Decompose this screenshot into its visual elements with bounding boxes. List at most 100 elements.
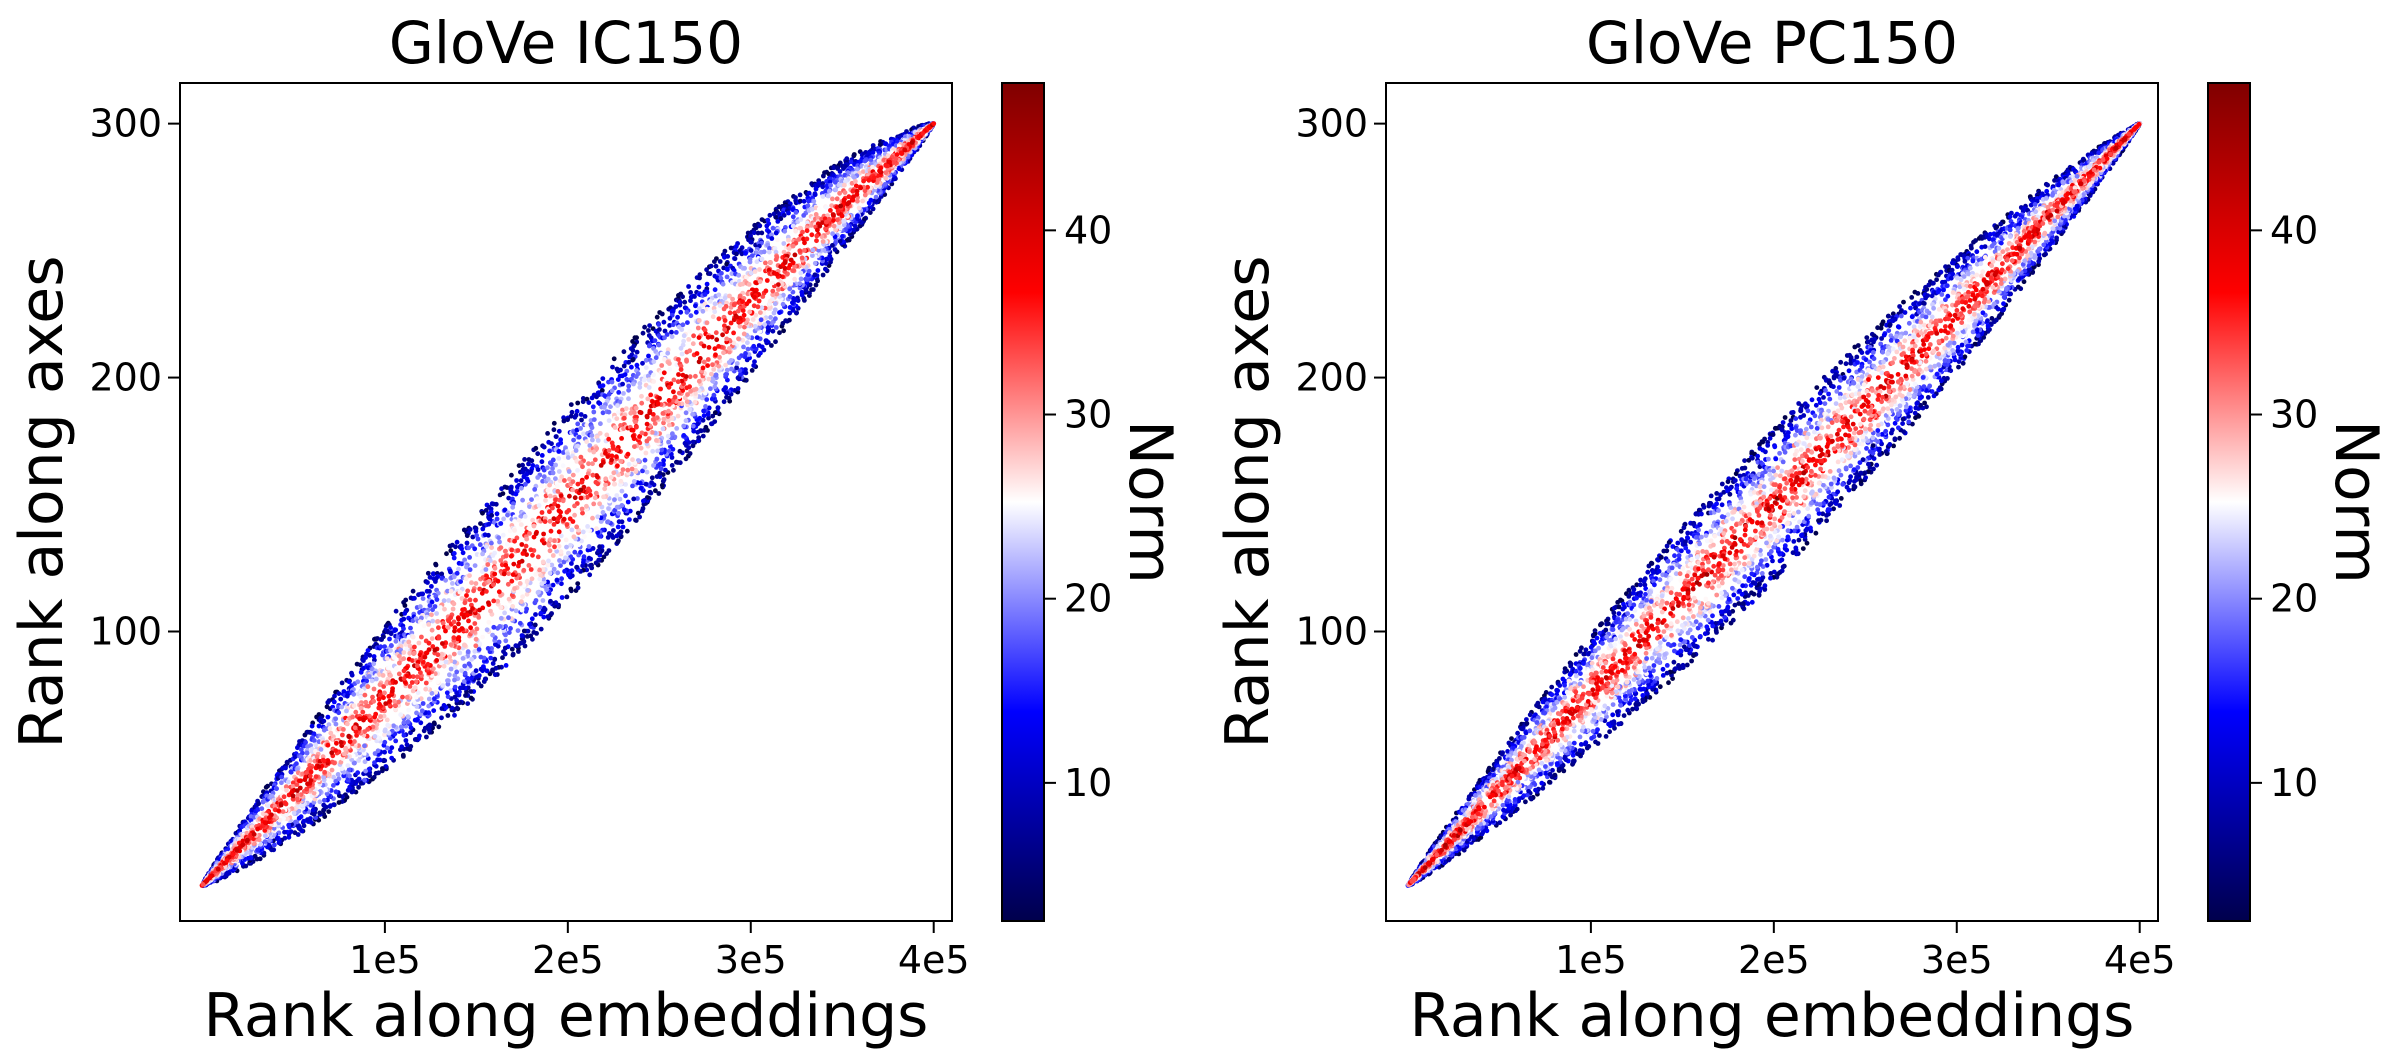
scatter-point (731, 330, 736, 336)
scatter-point (780, 301, 786, 307)
scatter-point (673, 330, 679, 335)
scatter-point (615, 403, 620, 408)
scatter-point (746, 282, 752, 287)
scatter-point (408, 725, 414, 731)
scatter-point (345, 763, 351, 768)
scatter-point (533, 565, 538, 571)
scatter-point (362, 777, 367, 783)
scatter-point (578, 412, 584, 417)
scatter-point (584, 503, 589, 509)
scatter-point (758, 350, 763, 356)
scatter-point (540, 559, 546, 565)
scatter-point (466, 545, 471, 551)
scatter-point (798, 217, 804, 223)
scatter-point (378, 644, 384, 650)
scatter-point (539, 538, 545, 543)
scatter-point (721, 350, 726, 356)
scatter-point (775, 237, 780, 243)
scatter-point (581, 431, 586, 437)
scatter-point (651, 372, 656, 378)
scatter-point (529, 497, 534, 502)
scatter-point (291, 810, 297, 816)
scatter-point (620, 467, 626, 472)
scatter-point (724, 261, 730, 267)
scatter-point (590, 515, 595, 521)
scatter-point (407, 650, 413, 656)
scatter-point (426, 727, 432, 733)
scatter-point (496, 589, 502, 595)
scatter-point (513, 643, 519, 649)
scatter-point (685, 392, 690, 397)
scatter-point (282, 829, 287, 835)
scatter-point (812, 272, 818, 278)
scatter-point (448, 588, 454, 594)
scatter-point (508, 553, 514, 559)
scatter-point (773, 230, 779, 236)
scatter-point (225, 870, 231, 876)
scatter-point (741, 331, 747, 337)
scatter-point (286, 822, 292, 828)
scatter-point (678, 367, 684, 372)
scatter-point (393, 638, 399, 644)
scatter-point (801, 213, 807, 218)
scatter-point (473, 668, 479, 674)
scatter-point (697, 275, 702, 281)
scatter-point (654, 474, 660, 479)
scatter-point (646, 353, 651, 359)
scatter-point (505, 581, 511, 587)
scatter-point (648, 392, 654, 398)
scatter-point (518, 522, 524, 527)
scatter-point (452, 677, 457, 683)
scatter-point (328, 803, 333, 808)
scatter-point (606, 506, 611, 511)
scatter-point (703, 404, 708, 409)
scatter-point (434, 658, 440, 663)
scatter-point (609, 379, 615, 385)
scatter-point (553, 476, 558, 482)
scatter-point (401, 650, 407, 655)
scatter-point (456, 616, 461, 622)
scatter-point (646, 385, 652, 390)
scatter-point (533, 445, 539, 451)
scatter-point (693, 309, 699, 315)
scatter-point (640, 506, 646, 511)
scatter-point (830, 196, 835, 202)
scatter-point (333, 789, 339, 795)
scatter-point (494, 516, 500, 522)
scatter-point (430, 607, 435, 613)
scatter-point (336, 710, 342, 716)
scatter-point (517, 620, 523, 626)
scatter-point (464, 540, 470, 546)
scatter-point (601, 554, 607, 560)
scatter-point (274, 836, 280, 841)
scatter-point (447, 672, 452, 678)
scatter-point (653, 488, 658, 494)
scatter-point (717, 259, 723, 264)
scatter-point (305, 781, 310, 787)
scatter-point (358, 669, 364, 675)
scatter-point (605, 519, 610, 525)
scatter-point (521, 628, 527, 634)
scatter-point (456, 628, 462, 633)
scatter-point (806, 190, 812, 196)
scatter-point (614, 493, 620, 498)
scatter-point (587, 572, 593, 578)
scatter-point (539, 581, 545, 586)
scatter-point (459, 561, 465, 567)
scatter-point (813, 186, 819, 192)
scatter-point (604, 432, 610, 438)
scatter-point (500, 532, 506, 538)
scatter-point (436, 635, 442, 641)
scatter-point (828, 208, 833, 213)
scatter-point (569, 409, 575, 415)
scatter-point (862, 192, 868, 198)
scatter-point (566, 469, 572, 474)
scatter-point (426, 696, 432, 702)
scatter-point (476, 680, 481, 686)
scatter-point (385, 722, 391, 728)
scatter-point (452, 712, 457, 718)
scatter-point (490, 661, 496, 666)
scatter-point (734, 361, 740, 366)
scatter-point (669, 463, 675, 468)
scatter-point (434, 597, 440, 602)
